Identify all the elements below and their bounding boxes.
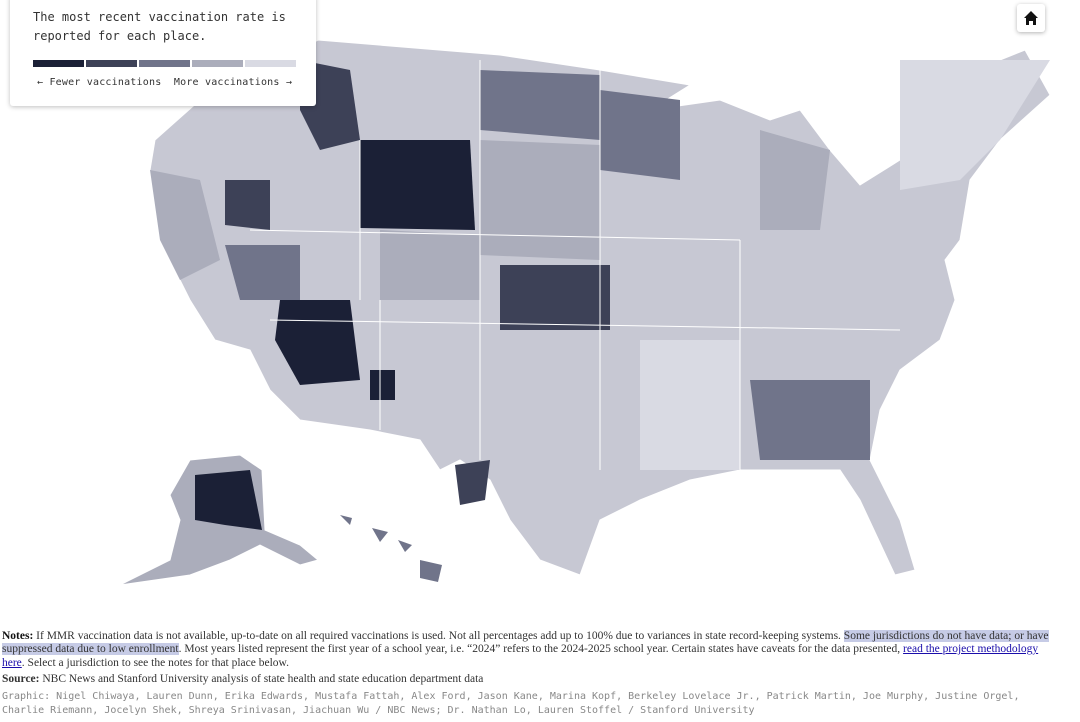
notes-text: . Most years listed represent the first … <box>178 643 904 656</box>
legend-fewer: ← Fewer vaccinations <box>37 77 162 88</box>
legend-swatches <box>33 60 296 67</box>
legend-swatch <box>33 60 84 67</box>
us-map[interactable] <box>119 39 1051 586</box>
legend-swatch <box>192 60 243 67</box>
home-icon <box>1024 11 1038 25</box>
vaccination-map <box>119 39 1051 586</box>
legend: The most recent vaccination rate is repo… <box>10 0 316 106</box>
legend-text: The most recent vaccination rate is repo… <box>33 10 286 43</box>
source-text: NBC News and Stanford University analysi… <box>42 673 484 685</box>
methodology-link[interactable]: read the project methodology here <box>2 643 1039 669</box>
credits: Graphic: Nigel Chiwaya, Lauren Dunn, Eri… <box>2 691 1020 716</box>
notes: Notes: If MMR vaccination data is not av… <box>2 630 1054 670</box>
legend-swatch <box>245 60 296 67</box>
legend-labels: ← Fewer vaccinations More vaccinations → <box>37 77 292 88</box>
source: Source: NBC News and Stanford University… <box>2 673 483 685</box>
home-button[interactable] <box>1017 4 1045 32</box>
source-label: Source: <box>2 673 40 685</box>
notes-label: Notes: <box>2 630 34 642</box>
notes-text: . Select a jurisdiction to see the notes… <box>21 656 289 669</box>
legend-swatch <box>139 60 190 67</box>
legend-more: More vaccinations → <box>173 77 293 88</box>
notes-text: If MMR vaccination data is not available… <box>36 630 844 642</box>
legend-swatch <box>86 60 137 67</box>
